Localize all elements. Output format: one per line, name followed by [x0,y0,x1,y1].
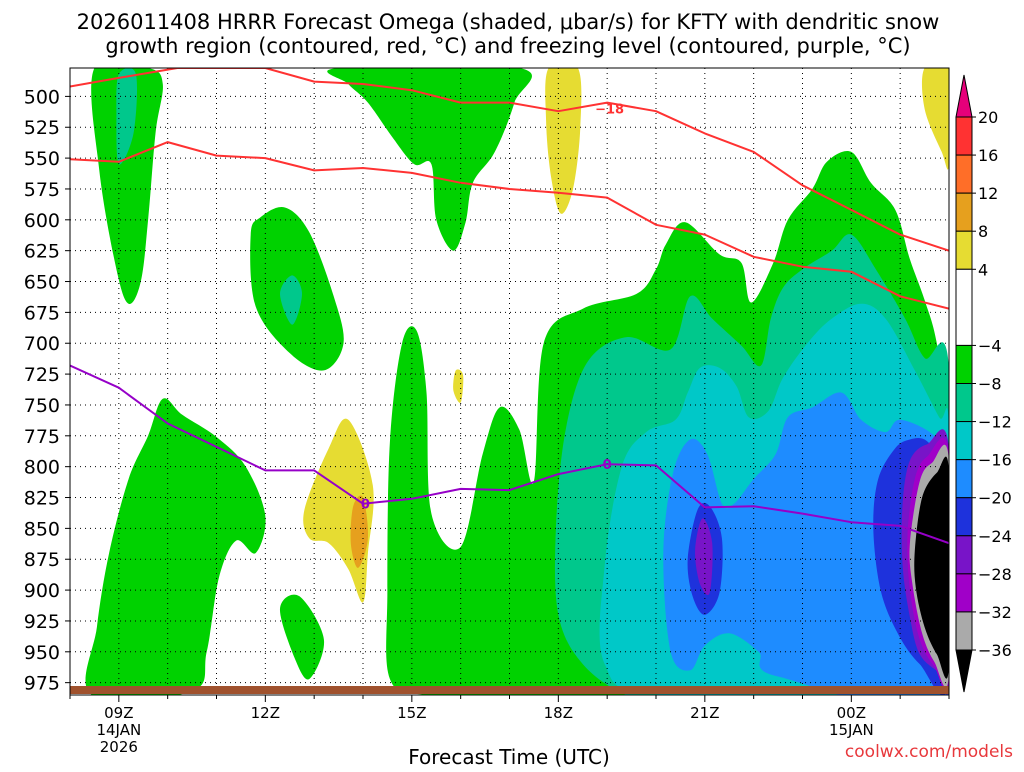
y-tick-label: 925 [24,611,60,633]
yellow-region-1600z-sliver [453,369,464,403]
contour-lines [70,68,949,545]
colorbar-label: −8 [978,375,1002,394]
colorbar: 20 16 12 8 4 −4 −8 −12 −16 −20 −24 −28 −32 −36 [955,74,1012,693]
colorbar-bin [955,497,973,537]
colorbar-bin [955,459,973,499]
ground-strip [70,686,949,694]
colorbar-bin [955,421,973,461]
y-tick-label: 650 [24,272,60,294]
omega-shading [85,68,949,695]
y-tick-label: 875 [24,549,60,571]
x-tick-label: 21Z [690,704,719,722]
x-tick-label: 15Z [397,704,426,722]
colorbar-bin [955,116,973,156]
colorbar-label: −24 [978,527,1012,546]
colorbar-label: −28 [978,565,1012,584]
colorbar-bin [955,573,973,613]
y-tick-label: 975 [24,673,60,695]
colorbar-bin [955,383,973,423]
x-tick-label: 18Z [544,704,573,722]
y-tick-label: 550 [24,148,60,170]
colorbar-bin [955,611,973,651]
y-tick-label: 700 [24,333,60,355]
colorbar-label: −32 [978,603,1012,622]
x-tick-date: 15JAN [829,721,874,739]
green-region-1300z-upper [327,68,532,251]
y-tick-label: 950 [24,642,60,664]
series-label: 0 [361,498,370,513]
series-line [70,68,949,252]
y-tick-label: 575 [24,179,60,201]
y-tick-label: 750 [24,395,60,417]
colorbar-bin [955,230,973,270]
y-tick-label: 500 [24,86,60,108]
series-label: −18 [595,103,624,118]
colorbar-label: −4 [978,336,1002,355]
y-tick-label: 900 [24,580,60,602]
colorbar-label: −12 [978,413,1012,432]
green-region-1300z-small [279,594,325,680]
yellow-region-1800z [545,68,582,214]
y-tick-label: 525 [24,117,60,139]
colorbar-bin [955,535,973,575]
colorbar-label: −16 [978,451,1012,470]
contour-labels: −18 0 0 [361,103,624,513]
colorbar-label: 12 [978,184,998,203]
y-tick-label: 850 [24,518,60,540]
x-tick-label: 00Z [837,704,866,722]
colorbar-under-arrow [955,649,973,693]
blue-region-2130z [663,392,949,695]
x-tick-date: 14JAN [96,721,141,739]
orange-region-1400z [350,495,369,568]
y-axis: 500 525 550 575 600 625 650 675 700 725 750 775 800 8… [24,86,70,695]
chart-title-line-2: growth region (contoured, red, °C) and f… [105,34,910,58]
black-region-0130z [914,456,949,679]
y-tick-label: 600 [24,210,60,232]
y-tick-label: 825 [24,488,60,510]
y-tick-label: 675 [24,302,60,324]
colorbar-label: 20 [978,108,998,127]
x-tick-label: 12Z [251,704,280,722]
x-tick-year: 2026 [100,738,138,756]
colorbar-label: 4 [978,260,988,279]
series-line [70,141,949,310]
colorbar-label: −36 [978,641,1012,660]
chart-title-line-1: 2026011408 HRRR Forecast Omega (shaded, … [77,10,940,34]
y-tick-label: 625 [24,241,60,263]
credit-link[interactable]: coolwx.com/models [845,742,1013,762]
y-tick-label: 725 [24,364,60,386]
x-axis-label: Forecast Time (UTC) [408,745,610,768]
y-tick-label: 800 [24,457,60,479]
x-tick-label: 09Z [104,704,133,722]
colorbar-bin [955,154,973,194]
teal-region-09z-upper [116,68,137,165]
colorbar-label: 8 [978,222,988,241]
green-region-09z-upper [91,68,163,304]
colorbar-label: −20 [978,489,1012,508]
series-label: 0 [603,458,612,473]
yellow-region-0200z [921,68,949,170]
series-line [70,364,949,545]
y-tick-label: 775 [24,426,60,448]
colorbar-label: 16 [978,146,998,165]
colorbar-bin [955,268,973,346]
colorbar-bin [955,344,973,384]
colorbar-bin [955,192,973,232]
purple-region-2100z [695,518,713,596]
